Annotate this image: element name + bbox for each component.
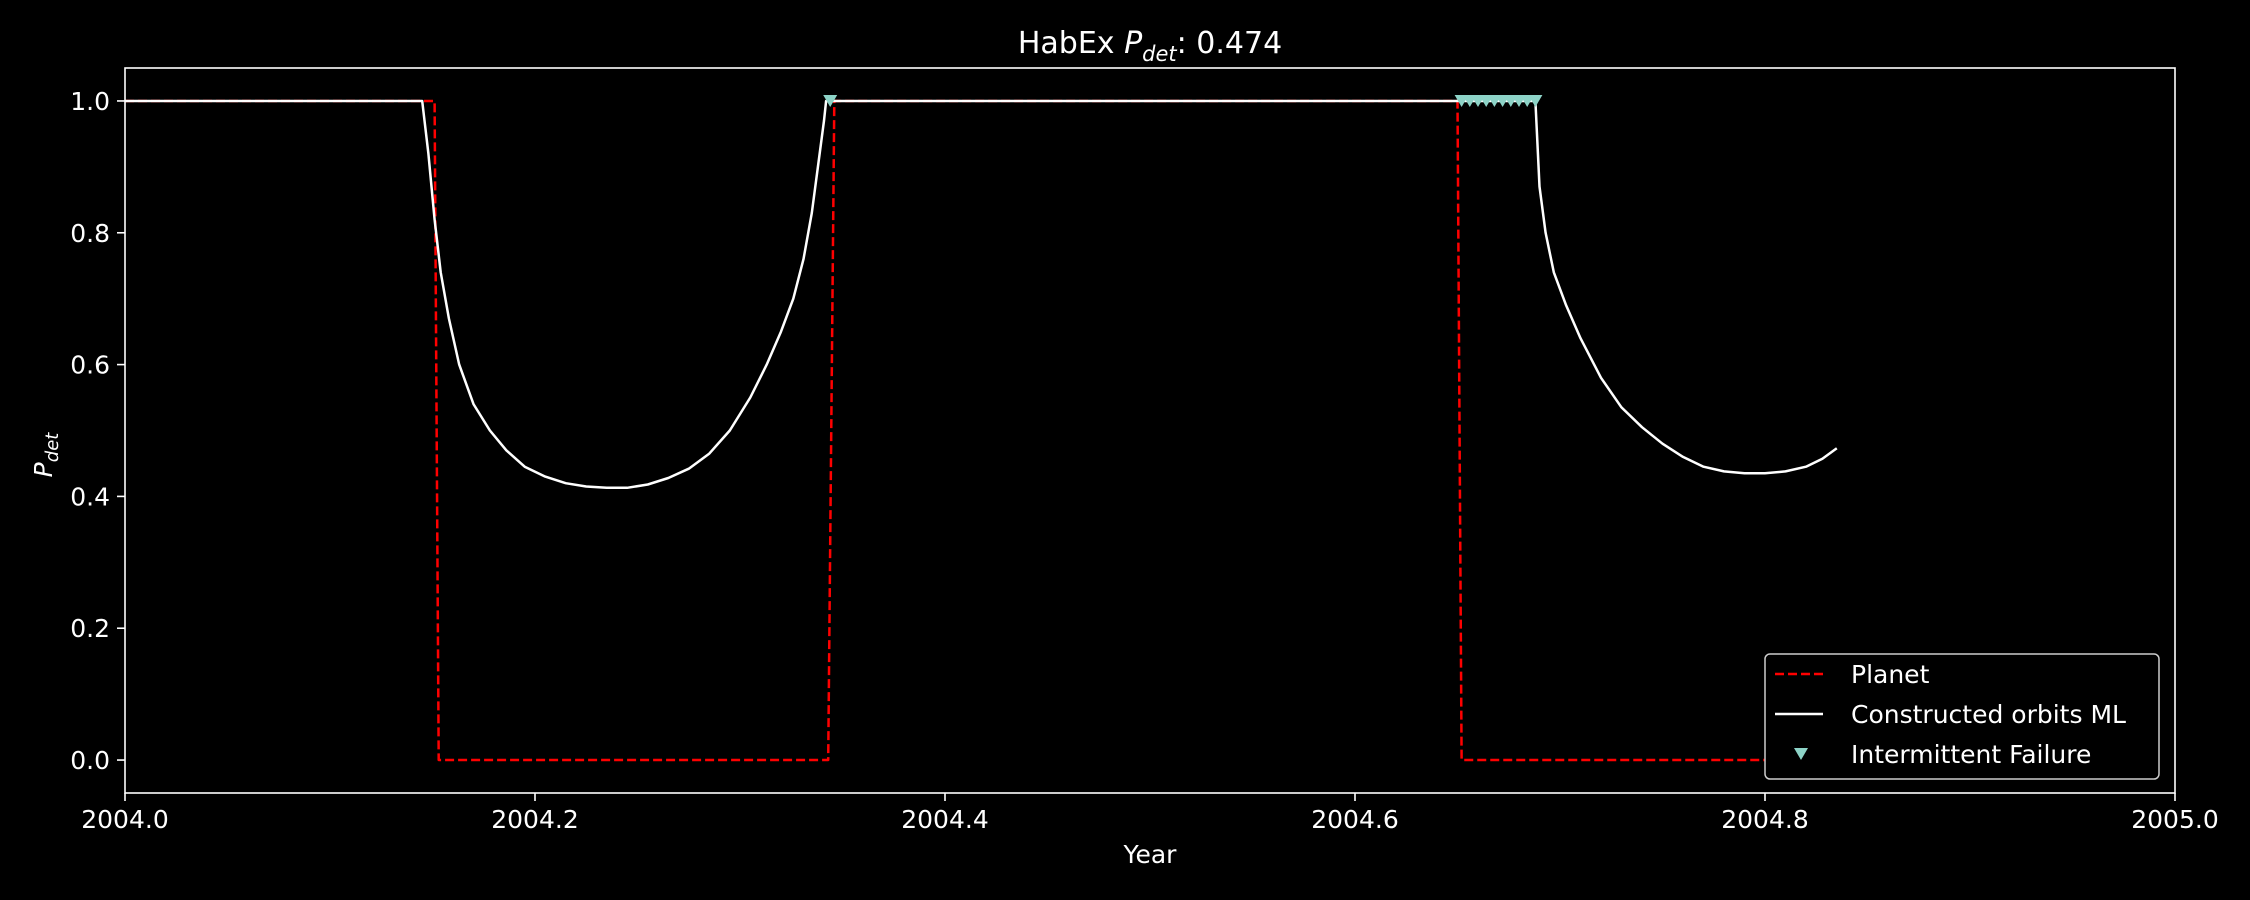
legend-failure-label: Intermittent Failure [1851,740,2091,769]
y-tick-label: 1.0 [70,87,110,116]
legend-planet-label: Planet [1851,660,1930,689]
chart-title: HabEx Pdet: 0.474 [1018,26,1282,66]
y-axis-label: Pdet [29,432,63,478]
plot-frame [124,67,2176,794]
series-line-constructed-orbits-ml [125,99,1838,490]
y-axis-label-group: Pdet [29,432,63,478]
y-tick-label: 0.2 [70,614,110,643]
y-tick-label: 0.4 [70,482,110,511]
marker-layer [823,95,1543,107]
series-layer [125,99,1838,762]
x-tick-label: 2004.6 [1311,805,1398,834]
x-axis-ticks: 2004.0 2004.2 2004.4 2004.6 2004.8 2005.0 [81,793,2219,834]
y-axis-ticks: 0.0 0.2 0.4 0.6 0.8 1.0 [70,87,125,775]
x-tick-label: 2004.4 [901,805,988,834]
y-tick-label: 0.0 [70,746,110,775]
x-tick-label: 2004.0 [81,805,168,834]
legend-failure-marker [1794,748,1808,760]
series-line-planet [125,99,1837,762]
x-tick-label: 2004.2 [491,805,578,834]
y-tick-label: 0.8 [70,219,110,248]
intermittent-failure-marker [1528,95,1543,107]
legend-box [1764,653,2160,780]
legend-ml-label: Constructed orbits ML [1851,700,2126,729]
legend: Planet Constructed orbits ML Intermitten… [1764,653,2160,780]
intermittent-failure-marker [823,95,838,107]
y-tick-label: 0.6 [70,351,110,380]
x-axis-label: Year [1123,840,1178,869]
x-tick-label: 2004.8 [1721,805,1808,834]
x-tick-label: 2005.0 [2131,805,2218,834]
